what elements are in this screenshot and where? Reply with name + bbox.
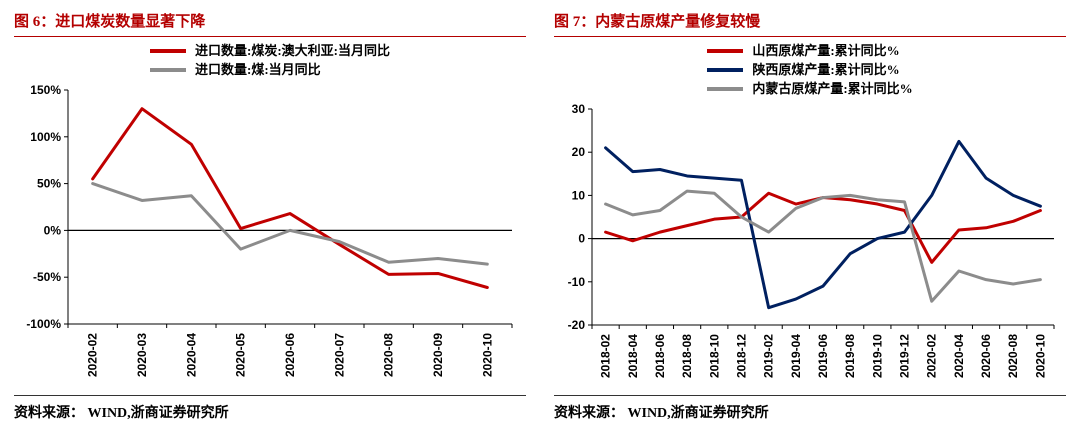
y-tick-label: -100% [26,317,61,331]
series-line-0 [91,107,489,289]
figure-7-title: 图 7：内蒙古原煤产量修复较慢 [554,8,1066,37]
x-tick-label: 2019-10 [870,334,884,378]
red-line-swatch [707,49,744,53]
figure-6-panel: 图 6：进口煤炭数量显著下降 进口数量:煤炭:澳大利亚:当月同比 进口数量:煤:… [14,8,526,428]
x-tick-label: 2018-10 [707,334,721,378]
y-tick-label: 100% [30,130,61,144]
x-tick-label: 2020-10 [480,333,494,377]
x-tick-label: 2020-04 [184,333,198,377]
y-tick-label: -10 [568,275,586,289]
x-tick-label: 2019-06 [816,334,830,378]
x-tick-label: 2020-08 [382,333,396,377]
legend-item: 进口数量:煤:当月同比 [150,62,390,78]
y-tick-label: 50% [37,177,61,191]
x-tick-label: 2019-02 [762,334,776,378]
y-tick-label: 10 [572,188,586,202]
x-tick-label: 2020-08 [1006,334,1020,378]
x-tick-label: 2018-06 [653,334,667,378]
y-tick-label: 150% [30,83,61,97]
y-tick-label: 0 [578,232,585,246]
x-tick-label: 2018-02 [599,334,613,378]
y-tick-label: 20 [572,145,586,159]
legend-label: 进口数量:煤炭:澳大利亚:当月同比 [195,43,390,58]
x-tick-label: 2019-12 [898,334,912,378]
legend-label: 进口数量:煤:当月同比 [195,62,321,77]
y-tick-label: -50% [33,270,61,284]
x-tick-label: 2020-06 [979,334,993,378]
figure-7-chart: -20 -10 0 10 20 30 2018-02 2018-04 2018-06 2018-0… [568,102,1055,378]
gray-line-swatch [707,87,744,91]
series-line-1 [604,139,1042,310]
x-tick-label: 2020-02 [925,334,939,378]
x-tick-label: 2019-08 [843,334,857,378]
gray-line-swatch [150,68,186,72]
x-tick-label: 2020-06 [283,333,297,377]
legend-label: 山西原煤产量:累计同比% [752,43,900,58]
figure-6-legend: 进口数量:煤炭:澳大利亚:当月同比 进口数量:煤:当月同比 [150,43,390,78]
y-tick-label: 30 [572,102,586,116]
x-tick-label: 2019-04 [789,334,803,378]
x-tick-label: 2020-09 [431,333,445,377]
x-tick-label: 2020-03 [135,333,149,377]
legend-label: 陕西原煤产量:累计同比% [752,62,900,77]
figure-7-legend: 山西原煤产量:累计同比% 陕西原煤产量:累计同比% 内蒙古原煤产量:累计同比% [707,43,913,97]
legend-item: 进口数量:煤炭:澳大利亚:当月同比 [150,43,390,59]
y-tick-label: -20 [568,318,586,332]
figure-7-panel: 图 7：内蒙古原煤产量修复较慢 山西原煤产量:累计同比% 陕西原煤产量:累计同比… [554,8,1066,428]
figure-6-title: 图 6：进口煤炭数量显著下降 [14,8,526,37]
x-tick-label: 2020-05 [234,333,248,377]
x-tick-label: 2018-12 [734,334,748,378]
figure-6-chart: -100% -50% 0% 50% 100% 150% 2020-02 2020-03 2020… [26,83,513,377]
x-tick-label: 2018-08 [680,334,694,378]
x-tick-label: 2020-04 [952,334,966,378]
x-tick-label: 2018-04 [626,334,640,378]
x-tick-label: 2020-07 [332,333,346,377]
x-tick-label: 2020-10 [1033,334,1047,378]
legend-item: 山西原煤产量:累计同比% [707,43,912,59]
legend-item: 内蒙古原煤产量:累计同比% [707,81,913,97]
series-line-1 [91,182,489,266]
legend-label: 内蒙古原煤产量:累计同比% [752,81,913,96]
figure-6-source: 资料来源： WIND,浙商证券研究所 [14,395,526,428]
series-line-2 [604,189,1042,303]
y-tick-label: 0% [44,223,62,237]
legend-item: 陕西原煤产量:累计同比% [707,62,912,78]
figure-7-source: 资料来源： WIND,浙商证券研究所 [554,395,1066,428]
red-line-swatch [150,49,186,53]
x-tick-label: 2020-02 [86,333,100,377]
navy-line-swatch [707,68,744,72]
